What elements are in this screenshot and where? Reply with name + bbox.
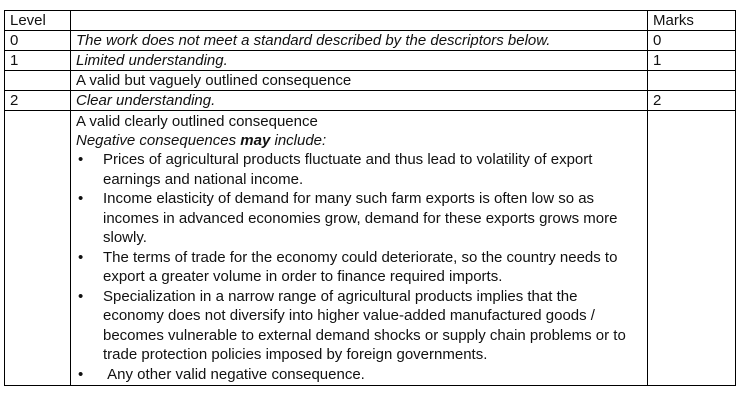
bullet-icon: • bbox=[78, 190, 84, 207]
level-header: Level bbox=[4, 10, 71, 31]
list-item: • The terms of trade for the economy coul… bbox=[76, 248, 642, 287]
table-row: 1 Limited understanding. 1 bbox=[4, 50, 736, 71]
bullet-icon: • bbox=[78, 248, 84, 266]
detail-row: A valid clearly outlined consequence Neg… bbox=[4, 110, 736, 386]
descriptor-cell: A valid but vaguely outlined consequence bbox=[70, 70, 648, 91]
lead-text-end: include: bbox=[270, 132, 327, 149]
level-cell bbox=[4, 70, 71, 91]
descriptor-cell: Limited understanding. bbox=[70, 50, 648, 71]
list-item: • Any other valid negative consequence. bbox=[76, 365, 642, 385]
detail-lead: Negative consequences may include: bbox=[76, 131, 642, 150]
bullet-icon: • bbox=[78, 151, 84, 168]
list-item-text: Prices of agricultural products fluctuat… bbox=[103, 151, 593, 188]
table-row: A valid but vaguely outlined consequence bbox=[4, 70, 736, 91]
marks-cell bbox=[647, 70, 736, 91]
level-cell: 2 bbox=[4, 90, 71, 111]
bullet-icon: • bbox=[78, 365, 84, 383]
list-item: • Prices of agricultural products fluctua… bbox=[76, 150, 642, 189]
lead-text: Negative consequences bbox=[76, 132, 241, 149]
bullet-icon: • bbox=[78, 287, 84, 305]
list-item-text: Income elasticity of demand for many suc… bbox=[103, 190, 618, 246]
list-item-text: Any other valid negative consequence. bbox=[103, 365, 365, 383]
marks-cell bbox=[647, 110, 736, 386]
markscheme-table: Level Marks 0 The work does not meet a s… bbox=[4, 10, 736, 386]
level-cell: 0 bbox=[4, 30, 71, 51]
marks-cell: 0 bbox=[647, 30, 736, 51]
description-header bbox=[70, 10, 648, 31]
detail-intro: A valid clearly outlined consequence bbox=[76, 113, 318, 130]
table-row: 0 The work does not meet a standard desc… bbox=[4, 30, 736, 51]
marks-cell: 2 bbox=[647, 90, 736, 111]
descriptor-cell: Clear understanding. bbox=[70, 90, 648, 111]
marks-cell: 1 bbox=[647, 50, 736, 71]
list-item: • Income elasticity of demand for many su… bbox=[76, 189, 642, 248]
list-item-text: The terms of trade for the economy could… bbox=[103, 248, 618, 286]
lead-emphasis: may bbox=[240, 132, 271, 149]
descriptor-cell: The work does not meet a standard descri… bbox=[70, 30, 648, 51]
list-item: • Specialization in a narrow range of agr… bbox=[76, 287, 642, 365]
consequence-list: • Prices of agricultural products fluctua… bbox=[76, 150, 642, 384]
level-cell: 1 bbox=[4, 50, 71, 71]
table-row: 2 Clear understanding. 2 bbox=[4, 90, 736, 111]
marks-header: Marks bbox=[647, 10, 736, 31]
level-cell bbox=[4, 110, 71, 386]
list-item-text: Specialization in a narrow range of agri… bbox=[103, 287, 626, 364]
detail-cell: A valid clearly outlined consequence Neg… bbox=[70, 110, 648, 386]
header-row: Level Marks bbox=[4, 10, 736, 31]
